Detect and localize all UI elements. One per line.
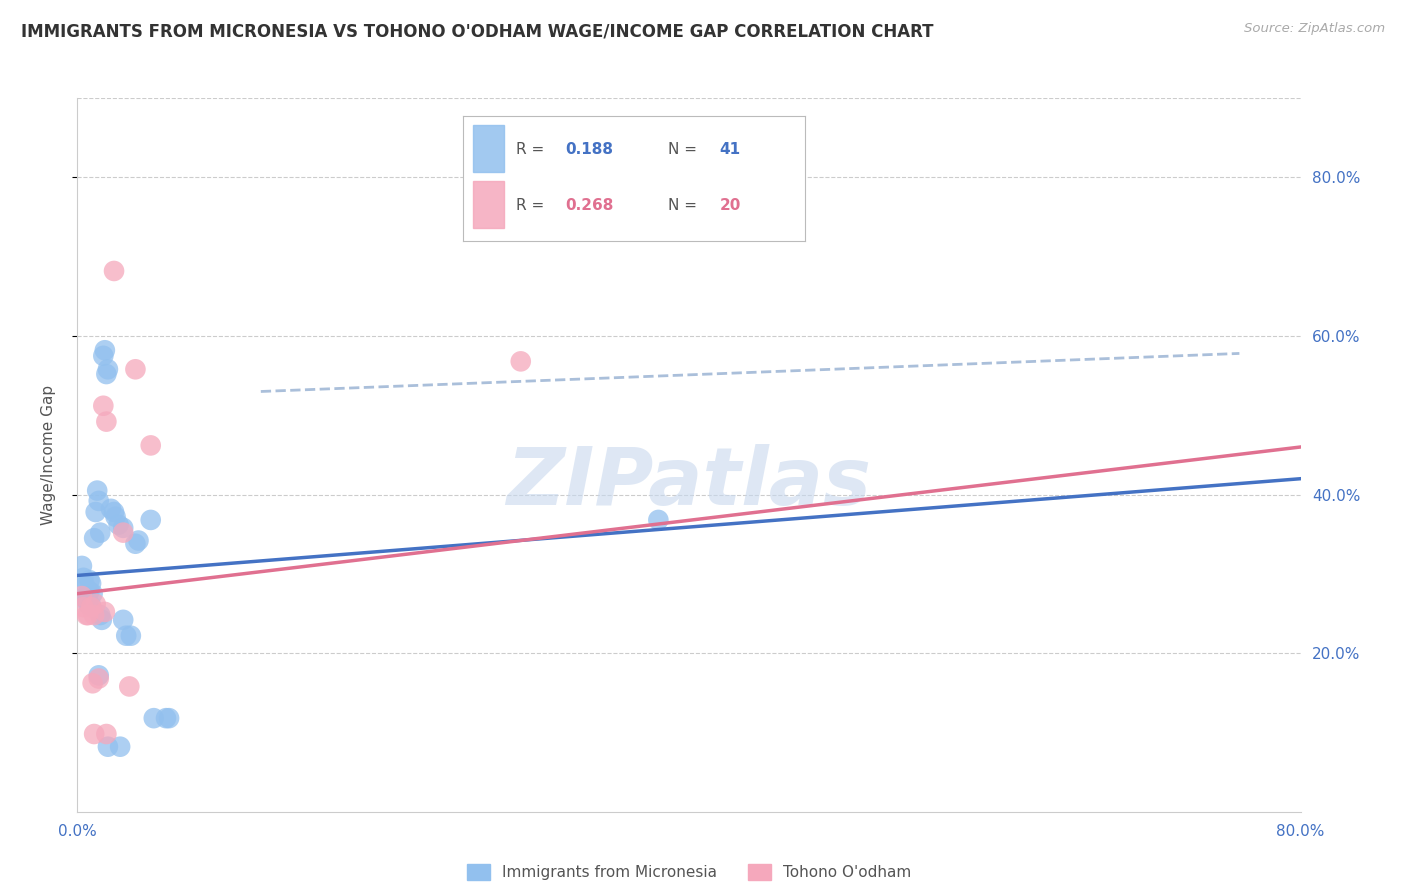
Point — [80, 599, 103, 613]
Point — [97, 739, 120, 754]
Point — [139, 438, 162, 452]
Point — [91, 399, 114, 413]
Text: Source: ZipAtlas.com: Source: ZipAtlas.com — [1244, 22, 1385, 36]
Point — [87, 672, 110, 686]
Point — [139, 513, 162, 527]
Point — [100, 501, 122, 516]
Point — [157, 711, 180, 725]
Point — [112, 613, 135, 627]
Point — [107, 517, 129, 532]
Point — [124, 362, 146, 376]
Point — [96, 727, 118, 741]
Text: IMMIGRANTS FROM MICRONESIA VS TOHONO O'ODHAM WAGE/INCOME GAP CORRELATION CHART: IMMIGRANTS FROM MICRONESIA VS TOHONO O'O… — [21, 22, 934, 40]
Point — [77, 597, 100, 611]
Point — [115, 629, 138, 643]
Point — [72, 600, 94, 615]
Point — [82, 587, 104, 601]
Point — [89, 525, 111, 540]
Point — [84, 505, 107, 519]
Point — [72, 571, 94, 585]
Point — [83, 727, 105, 741]
Point — [97, 362, 120, 376]
Point — [79, 584, 101, 599]
Point — [108, 739, 131, 754]
Point — [94, 605, 117, 619]
Point — [86, 483, 108, 498]
Point — [82, 676, 104, 690]
Point — [77, 608, 100, 623]
Point — [103, 264, 125, 278]
Point — [84, 597, 107, 611]
Y-axis label: Wage/Income Gap: Wage/Income Gap — [42, 384, 56, 525]
Point — [103, 505, 125, 519]
Point — [77, 587, 100, 601]
Point — [155, 711, 177, 725]
Point — [70, 589, 93, 603]
Point — [112, 521, 135, 535]
Point — [96, 367, 118, 381]
Point — [91, 349, 114, 363]
Point — [83, 531, 105, 545]
Point — [94, 343, 117, 358]
Point — [76, 608, 98, 623]
Point — [509, 354, 531, 368]
Point — [142, 711, 165, 725]
Point — [87, 494, 110, 508]
Point — [90, 613, 112, 627]
Point — [96, 415, 118, 429]
Point — [120, 629, 142, 643]
Point — [79, 573, 101, 587]
Point — [104, 509, 127, 524]
Point — [128, 533, 150, 548]
Point — [70, 558, 93, 573]
Point — [124, 537, 146, 551]
Point — [89, 608, 111, 623]
Point — [87, 668, 110, 682]
Legend: Immigrants from Micronesia, Tohono O'odham: Immigrants from Micronesia, Tohono O'odh… — [461, 858, 917, 886]
Text: ZIPatlas: ZIPatlas — [506, 444, 872, 523]
Point — [73, 591, 96, 605]
Point — [83, 608, 105, 623]
Point — [80, 576, 103, 591]
Point — [80, 600, 103, 615]
Point — [118, 680, 141, 694]
Point — [647, 513, 669, 527]
Point — [112, 525, 135, 540]
Point — [76, 592, 98, 607]
Point — [73, 579, 96, 593]
